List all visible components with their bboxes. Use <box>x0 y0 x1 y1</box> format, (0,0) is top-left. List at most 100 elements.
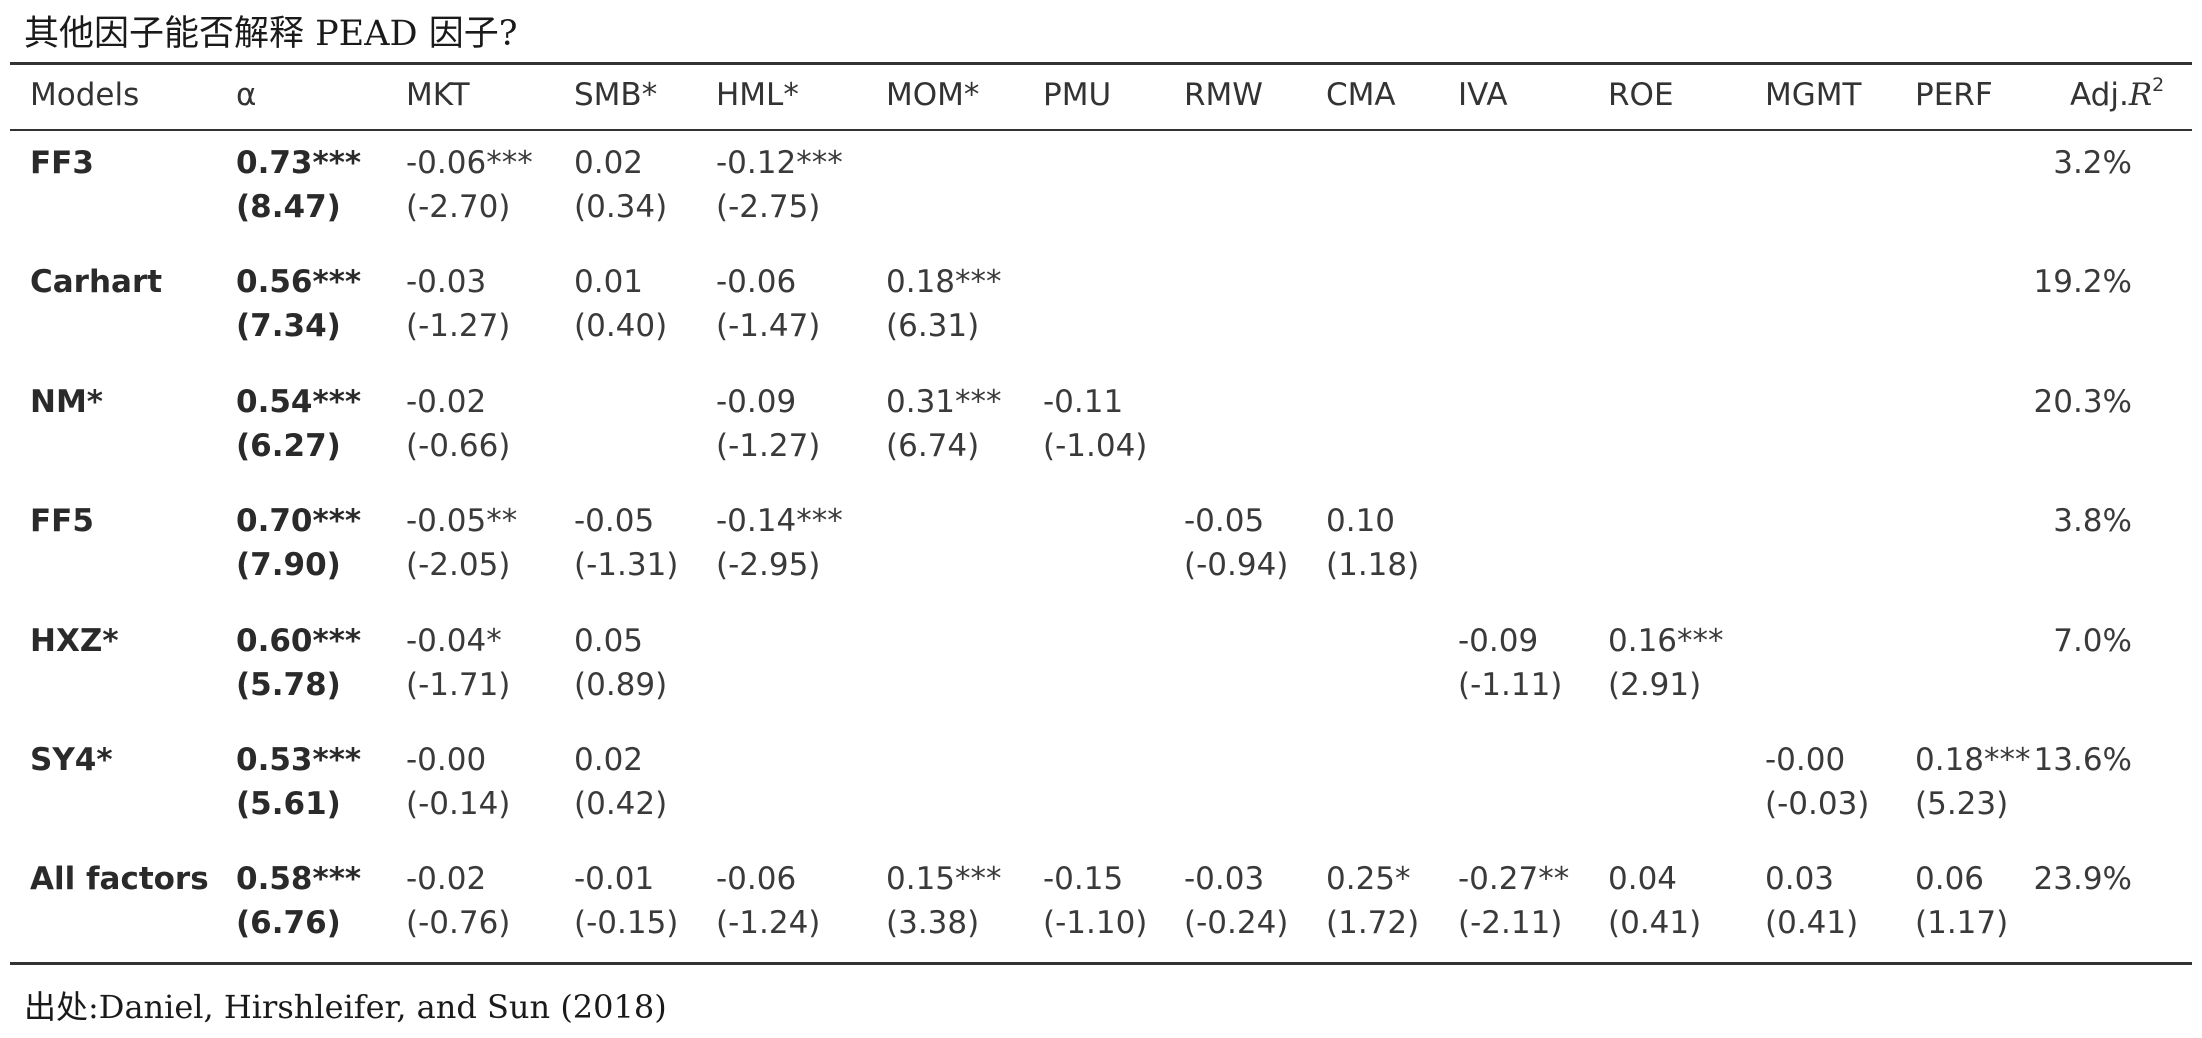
adj-r2-value: 20.3% <box>2033 384 2132 420</box>
coefficient-smb: 0.05 <box>574 623 644 659</box>
t-statistic-perf: (5.23) <box>1915 786 2009 822</box>
header-perf: PERF <box>1915 77 1993 113</box>
coefficient-roe: 0.04 <box>1608 861 1678 897</box>
header-adj-r2-variable: R <box>2128 77 2153 113</box>
t-statistic-pmu: (-1.04) <box>1043 428 1148 464</box>
header-adj-r2: Adj.R2 <box>2070 74 2164 116</box>
t-statistic-hml: (-2.95) <box>716 547 821 583</box>
table-bottom-rule <box>10 962 2192 965</box>
coefficient-iva: -0.27** <box>1458 861 1570 897</box>
page-title: 其他因子能否解释 PEAD 因子? <box>24 14 518 54</box>
t-statistic-alpha: (6.76) <box>236 905 341 941</box>
t-statistic-mkt: (-2.70) <box>406 189 511 225</box>
t-statistic-mkt: (-1.27) <box>406 308 511 344</box>
adj-r2-value: 7.0% <box>2053 623 2132 659</box>
coefficient-smb: -0.01 <box>574 861 655 897</box>
header-mkt: MKT <box>406 77 470 113</box>
t-statistic-mkt: (-1.71) <box>406 667 511 703</box>
coefficient-mkt: -0.00 <box>406 742 487 778</box>
t-statistic-smb: (0.42) <box>574 786 668 822</box>
coefficient-hml: -0.06 <box>716 264 797 300</box>
t-statistic-alpha: (8.47) <box>236 189 341 225</box>
header-roe: ROE <box>1608 77 1674 113</box>
t-statistic-alpha: (6.27) <box>236 428 341 464</box>
coefficient-mkt: -0.03 <box>406 264 487 300</box>
coefficient-roe: 0.16*** <box>1608 623 1724 659</box>
t-statistic-mkt: (-0.76) <box>406 905 511 941</box>
header-alpha: α <box>236 77 257 113</box>
adj-r2-value: 19.2% <box>2033 264 2132 300</box>
coefficient-mkt: -0.05** <box>406 503 518 539</box>
model-name: FF3 <box>30 145 94 181</box>
header-mom: MOM* <box>886 77 980 113</box>
t-statistic-mkt: (-0.66) <box>406 428 511 464</box>
model-name: FF5 <box>30 503 94 539</box>
header-adj-r2-superscript: 2 <box>2152 74 2165 96</box>
adj-r2-value: 3.8% <box>2053 503 2132 539</box>
coefficient-smb: -0.05 <box>574 503 655 539</box>
t-statistic-mom: (6.74) <box>886 428 980 464</box>
coefficient-mom: 0.18*** <box>886 264 1002 300</box>
t-statistic-mkt: (-2.05) <box>406 547 511 583</box>
t-statistic-smb: (0.89) <box>574 667 668 703</box>
coefficient-alpha: 0.70*** <box>236 503 362 539</box>
t-statistic-smb: (0.34) <box>574 189 668 225</box>
coefficient-mom: 0.15*** <box>886 861 1002 897</box>
coefficient-rmw: -0.05 <box>1184 503 1265 539</box>
table-header-rule <box>10 129 2192 131</box>
coefficient-cma: 0.25* <box>1326 861 1411 897</box>
coefficient-rmw: -0.03 <box>1184 861 1265 897</box>
coefficient-mgmt: 0.03 <box>1765 861 1835 897</box>
t-statistic-hml: (-2.75) <box>716 189 821 225</box>
coefficient-smb: 0.02 <box>574 145 644 181</box>
t-statistic-roe: (2.91) <box>1608 667 1702 703</box>
header-cma: CMA <box>1326 77 1396 113</box>
coefficient-hml: -0.06 <box>716 861 797 897</box>
model-name: All factors <box>30 861 209 897</box>
adj-r2-value: 13.6% <box>2033 742 2132 778</box>
t-statistic-hml: (-1.47) <box>716 308 821 344</box>
coefficient-perf: 0.06 <box>1915 861 1985 897</box>
adj-r2-value: 23.9% <box>2033 861 2132 897</box>
coefficient-smb: 0.01 <box>574 264 644 300</box>
t-statistic-perf: (1.17) <box>1915 905 2009 941</box>
coefficient-alpha: 0.53*** <box>236 742 362 778</box>
t-statistic-cma: (1.18) <box>1326 547 1420 583</box>
source-citation: 出处:Daniel, Hirshleifer, and Sun (2018) <box>24 988 667 1026</box>
t-statistic-hml: (-1.27) <box>716 428 821 464</box>
coefficient-pmu: -0.11 <box>1043 384 1124 420</box>
header-iva: IVA <box>1458 77 1508 113</box>
t-statistic-mgmt: (0.41) <box>1765 905 1859 941</box>
t-statistic-mgmt: (-0.03) <box>1765 786 1870 822</box>
header-mgmt: MGMT <box>1765 77 1862 113</box>
t-statistic-alpha: (7.34) <box>236 308 341 344</box>
model-name: NM* <box>30 384 104 420</box>
t-statistic-iva: (-1.11) <box>1458 667 1563 703</box>
coefficient-mgmt: -0.00 <box>1765 742 1846 778</box>
header-adj-r2-prefix: Adj. <box>2070 77 2129 113</box>
t-statistic-roe: (0.41) <box>1608 905 1702 941</box>
coefficient-iva: -0.09 <box>1458 623 1539 659</box>
t-statistic-smb: (-0.15) <box>574 905 679 941</box>
header-smb: SMB* <box>574 77 658 113</box>
coefficient-perf: 0.18*** <box>1915 742 2031 778</box>
coefficient-mkt: -0.06*** <box>406 145 533 181</box>
t-statistic-smb: (-1.31) <box>574 547 679 583</box>
coefficient-hml: -0.09 <box>716 384 797 420</box>
t-statistic-alpha: (5.78) <box>236 667 341 703</box>
t-statistic-iva: (-2.11) <box>1458 905 1563 941</box>
t-statistic-pmu: (-1.10) <box>1043 905 1148 941</box>
coefficient-cma: 0.10 <box>1326 503 1396 539</box>
model-name: SY4* <box>30 742 113 778</box>
t-statistic-rmw: (-0.94) <box>1184 547 1289 583</box>
coefficient-alpha: 0.73*** <box>236 145 362 181</box>
coefficient-mom: 0.31*** <box>886 384 1002 420</box>
header-models: Models <box>30 77 140 113</box>
t-statistic-smb: (0.40) <box>574 308 668 344</box>
coefficient-pmu: -0.15 <box>1043 861 1124 897</box>
model-name: HXZ* <box>30 623 119 659</box>
coefficient-mkt: -0.02 <box>406 384 487 420</box>
coefficient-smb: 0.02 <box>574 742 644 778</box>
t-statistic-alpha: (5.61) <box>236 786 341 822</box>
adj-r2-value: 3.2% <box>2053 145 2132 181</box>
